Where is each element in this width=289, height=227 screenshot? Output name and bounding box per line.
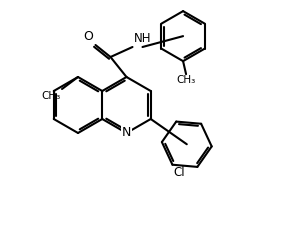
- Text: NH: NH: [134, 32, 151, 45]
- Text: CH₃: CH₃: [177, 75, 196, 85]
- Text: CH₃: CH₃: [42, 91, 61, 101]
- Text: N: N: [122, 126, 131, 140]
- Text: Cl: Cl: [173, 166, 185, 179]
- Text: O: O: [84, 30, 94, 43]
